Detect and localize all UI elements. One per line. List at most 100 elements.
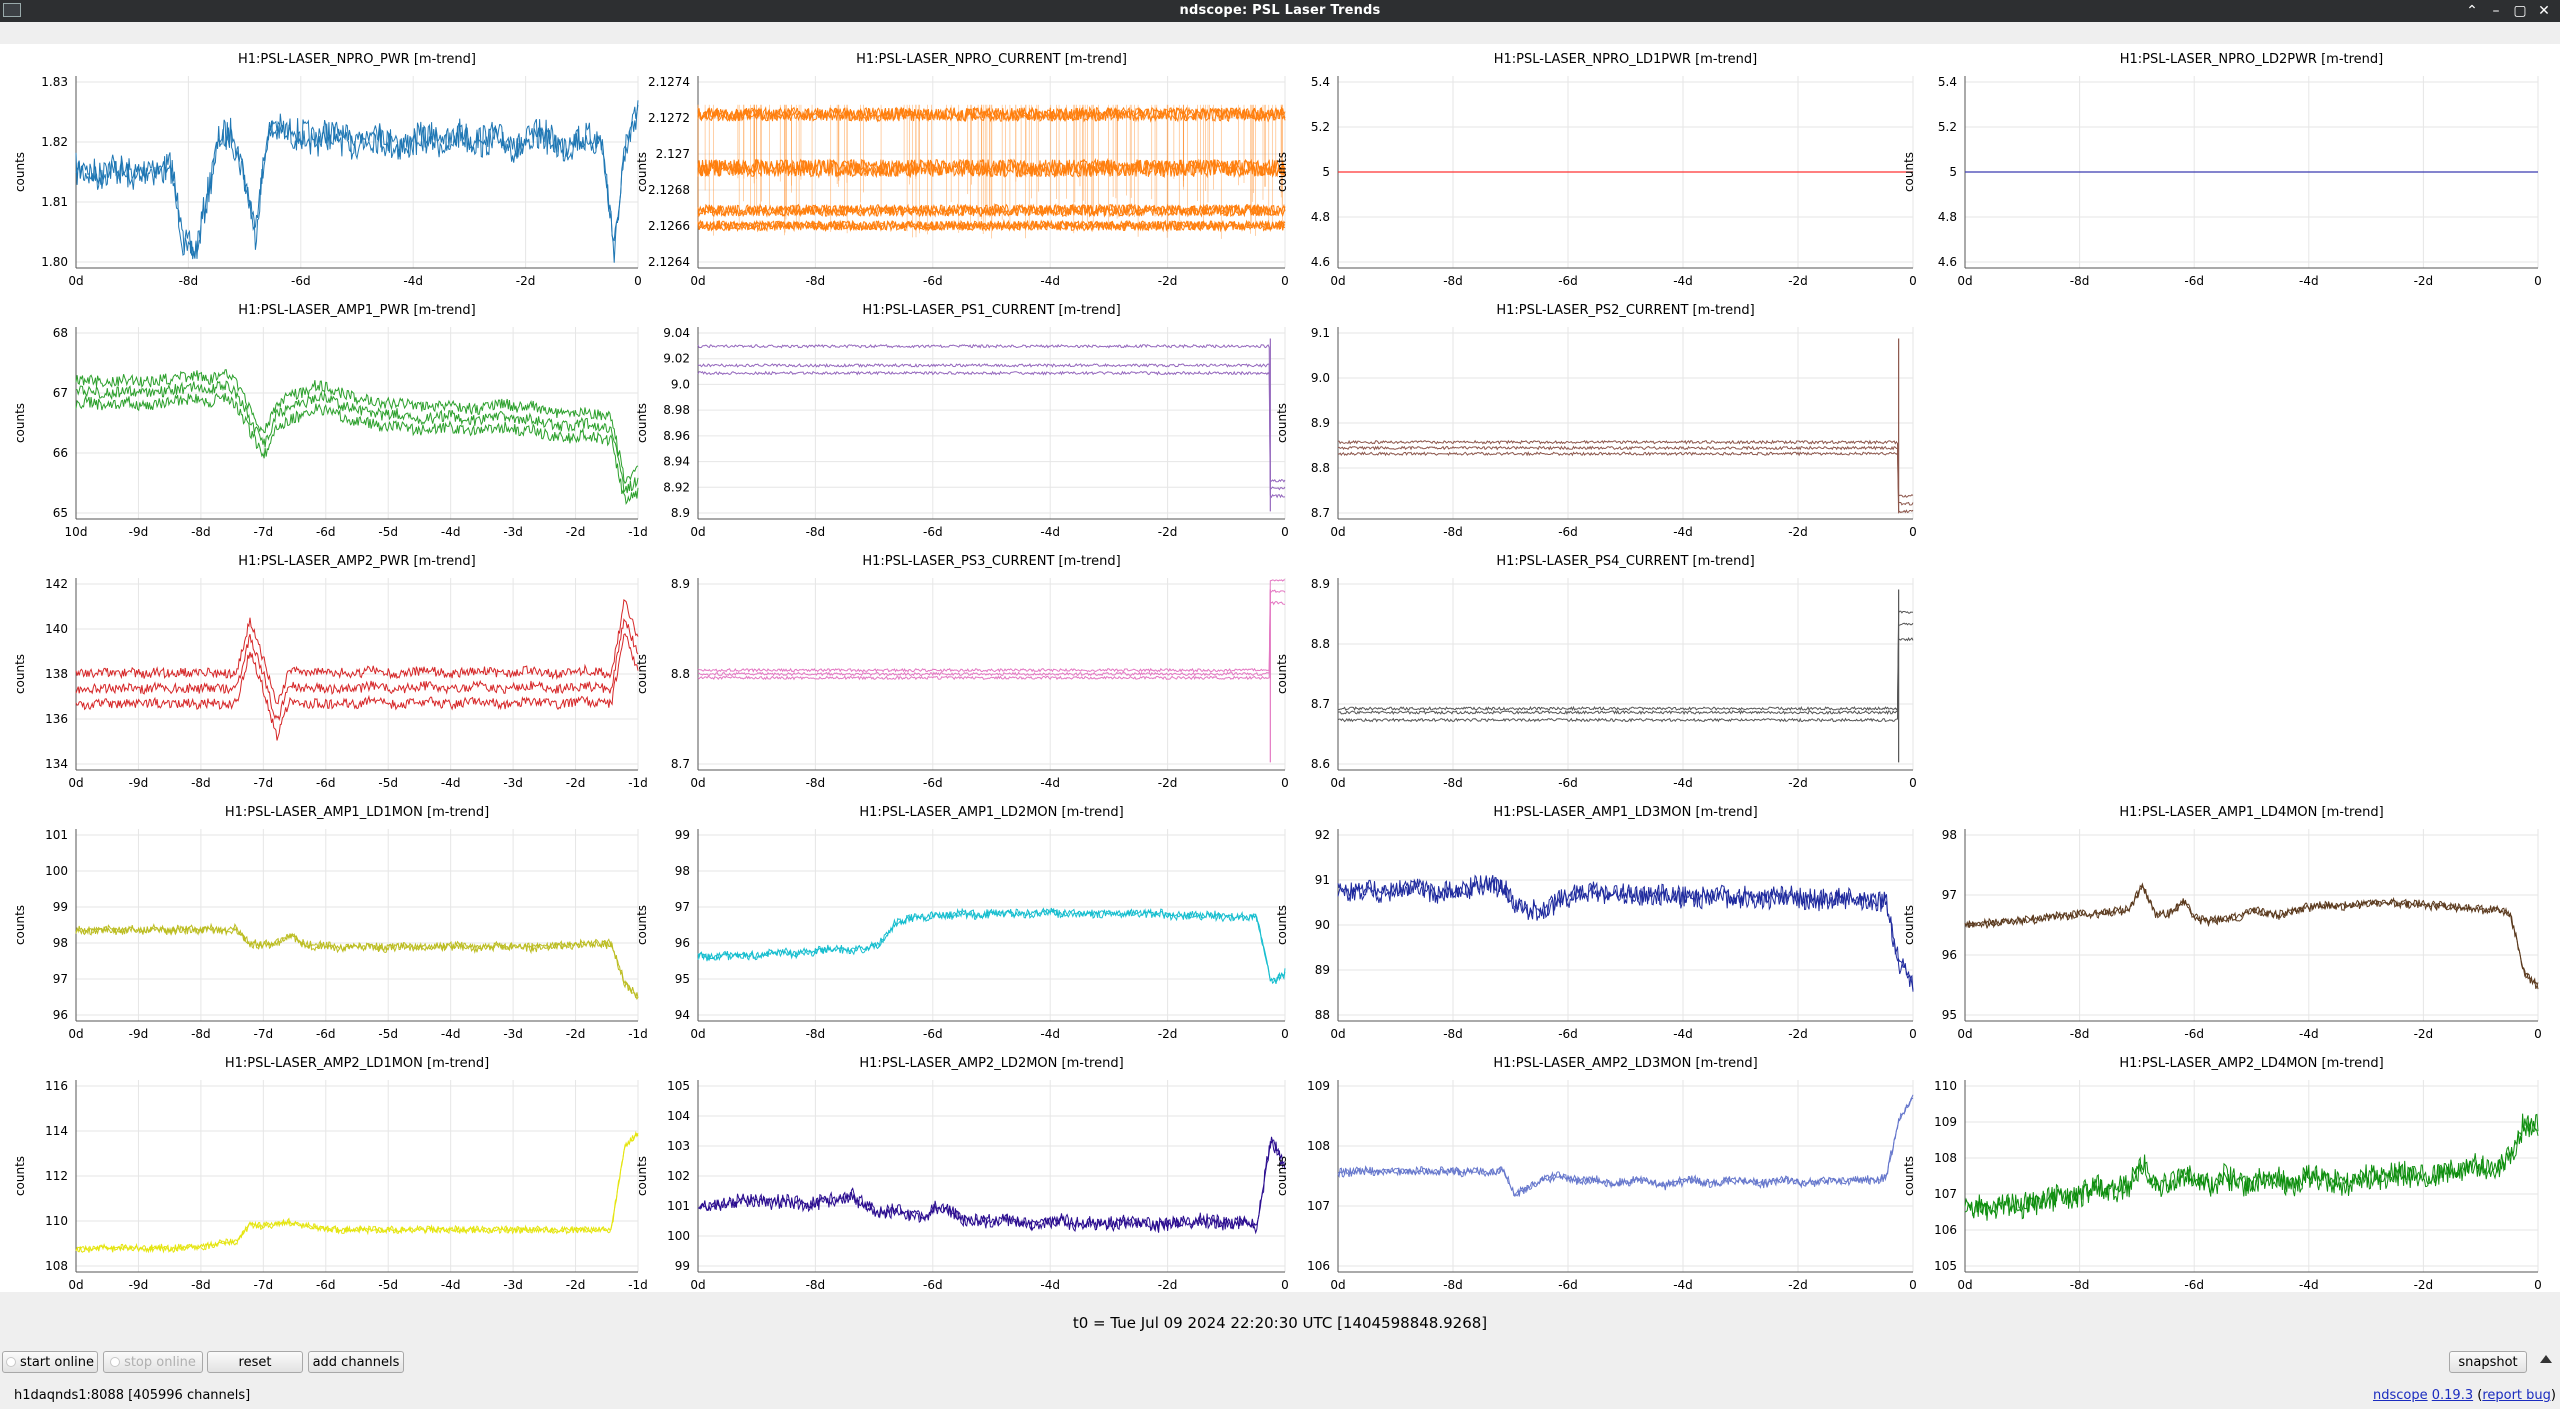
- x-tick-label: -9d: [129, 1027, 149, 1041]
- y-tick-label: 2.1274: [648, 75, 690, 89]
- plot-panel[interactable]: H1:PSL-LASER_AMP2_LD1MON [m-trend] 116 114…: [13, 1056, 648, 1292]
- x-tick-label: -4d: [1040, 1278, 1060, 1292]
- plot-panel[interactable]: H1:PSL-LASER_AMP2_LD4MON [m-trend] 110 109…: [1902, 1056, 2542, 1292]
- y-tick-label: 89: [1315, 963, 1330, 977]
- y-tick-label: 4.8: [1311, 210, 1330, 224]
- y-axis-label: counts: [635, 403, 649, 443]
- x-tick-label: -6d: [1558, 1278, 1578, 1292]
- snapshot-button[interactable]: snapshot: [2449, 1351, 2527, 1373]
- x-tick-label: -7d: [254, 525, 274, 539]
- plot-panel[interactable]: H1:PSL-LASER_PS1_CURRENT [m-trend] 9.04 9.…: [635, 303, 1289, 539]
- plot-panel[interactable]: H1:PSL-LASER_PS4_CURRENT [m-trend] 8.9 8.8…: [1275, 554, 1917, 790]
- plot-panel[interactable]: H1:PSL-LASER_NPRO_LD1PWR [m-trend] 5.4 5.2…: [1275, 52, 1917, 288]
- x-tick-label: -4d: [1673, 1278, 1693, 1292]
- plot-grid-lines: [75, 578, 639, 770]
- plot-title: H1:PSL-LASER_PS3_CURRENT [m-trend]: [862, 554, 1120, 569]
- y-tick-label: 100: [45, 864, 68, 878]
- y-tick-label: 106: [1934, 1223, 1957, 1237]
- x-tick-label: -9d: [129, 1278, 149, 1292]
- y-axis-label: counts: [13, 403, 27, 443]
- y-tick-label: 4.6: [1311, 255, 1330, 269]
- plot-panel[interactable]: H1:PSL-LASER_AMP2_PWR [m-trend] 142 140 138…: [13, 554, 648, 790]
- y-tick-label: 5.2: [1311, 120, 1330, 134]
- plot-panel[interactable]: H1:PSL-LASER_PS3_CURRENT [m-trend] 8.9 8.8…: [635, 554, 1289, 790]
- stop-online-button[interactable]: stop online: [103, 1351, 203, 1373]
- plot-panel[interactable]: H1:PSL-LASER_AMP1_LD2MON [m-trend] 99 98 97…: [635, 805, 1289, 1041]
- window-title: ndscope: PSL Laser Trends: [1179, 3, 1381, 18]
- x-tick-label: -9d: [129, 525, 149, 539]
- x-tick-label: -4d: [1040, 274, 1060, 288]
- y-tick-label: 2.127: [656, 147, 690, 161]
- y-tick-label: 98: [53, 936, 68, 950]
- x-tick-label: -8d: [191, 1278, 211, 1292]
- y-tick-label: 134: [45, 757, 68, 771]
- x-tick-label: 0: [2534, 1027, 2542, 1041]
- x-tick-label: -1d: [628, 1278, 648, 1292]
- plot-panel[interactable]: H1:PSL-LASER_NPRO_LD2PWR [m-trend] 5.4 5.2…: [1902, 52, 2542, 288]
- y-axis-label: counts: [13, 905, 27, 945]
- plot-title: H1:PSL-LASER_AMP2_LD3MON [m-trend]: [1493, 1056, 1757, 1071]
- x-tick-label: -1d: [628, 776, 648, 790]
- trace: [75, 100, 639, 263]
- plot-grid-lines: [75, 829, 639, 1021]
- y-tick-label: 91: [1315, 873, 1330, 887]
- x-tick-label: -6d: [2184, 274, 2204, 288]
- x-tick-label: -4d: [2299, 1027, 2319, 1041]
- x-tick-label: 0: [634, 274, 642, 288]
- plot-grid-lines: [1337, 1080, 1914, 1272]
- x-tick-label: -8d: [806, 525, 826, 539]
- x-tick-label: -7d: [254, 1027, 274, 1041]
- y-tick-label: 9.04: [663, 326, 690, 340]
- y-tick-label: 99: [675, 828, 690, 842]
- x-tick-label: -6d: [923, 1278, 943, 1292]
- x-tick-label: 0: [1281, 274, 1289, 288]
- ndscope-link[interactable]: ndscope: [2372, 1388, 2428, 1403]
- plot-panel[interactable]: H1:PSL-LASER_AMP2_LD2MON [m-trend] 105 104…: [635, 1056, 1289, 1292]
- close-window-icon[interactable]: ✕: [2538, 3, 2550, 19]
- add-channels-button[interactable]: add channels: [308, 1351, 404, 1373]
- y-tick-label: 8.98: [663, 403, 690, 417]
- plot-panel[interactable]: H1:PSL-LASER_AMP1_LD4MON [m-trend] 98 97 96…: [1902, 805, 2542, 1041]
- y-tick-label: 142: [45, 577, 68, 591]
- plot-grid-lines: [697, 1080, 1286, 1272]
- y-tick-label: 97: [1942, 888, 1957, 902]
- plot-panel[interactable]: H1:PSL-LASER_AMP1_PWR [m-trend] 68 67 66 65 1…: [13, 303, 648, 539]
- x-tick-label: -2d: [516, 274, 536, 288]
- reset-button[interactable]: reset: [207, 1351, 303, 1373]
- minimize-window-icon[interactable]: –: [2492, 3, 2500, 19]
- plot-panel[interactable]: H1:PSL-LASER_AMP2_LD3MON [m-trend] 109 108…: [1275, 1056, 1917, 1292]
- y-tick-label: 96: [53, 1008, 68, 1022]
- x-tick-label: -3d: [503, 525, 523, 539]
- trace: [75, 922, 639, 1001]
- trace: [697, 104, 1286, 239]
- window-controls: ⌃ – ▢ ✕: [2462, 1, 2554, 21]
- y-axis-label: counts: [1902, 905, 1916, 945]
- plot-grid[interactable]: H1:PSL-LASER_NPRO_PWR [m-trend] 1.83 1.82 1…: [0, 0, 2560, 1300]
- maximize-window-icon[interactable]: ▢: [2513, 3, 2527, 19]
- plot-panel[interactable]: H1:PSL-LASER_PS2_CURRENT [m-trend] 9.1 9.0…: [1275, 303, 1917, 539]
- plot-panel[interactable]: H1:PSL-LASER_NPRO_PWR [m-trend] 1.83 1.82 1…: [13, 52, 642, 288]
- plot-panel[interactable]: H1:PSL-LASER_NPRO_CURRENT [m-trend] 2.127…: [635, 52, 1289, 288]
- y-tick-label: 98: [1942, 828, 1957, 842]
- x-tick-label: -6d: [316, 1027, 336, 1041]
- shade-window-icon[interactable]: ⌃: [2466, 3, 2478, 19]
- y-tick-label: 107: [1934, 1187, 1957, 1201]
- plot-title: H1:PSL-LASER_AMP2_LD2MON [m-trend]: [859, 1056, 1123, 1071]
- plot-grid-lines: [697, 327, 1286, 519]
- y-tick-label: 8.7: [671, 757, 690, 771]
- report-bug-link[interactable]: report bug: [2482, 1388, 2551, 1403]
- collapse-arrow-icon[interactable]: [2540, 1355, 2552, 1363]
- plot-panel[interactable]: H1:PSL-LASER_AMP1_LD1MON [m-trend] 101 100…: [13, 805, 648, 1041]
- plot-title: H1:PSL-LASER_NPRO_LD1PWR [m-trend]: [1494, 52, 1758, 67]
- y-axis-label: counts: [635, 152, 649, 192]
- y-tick-label: 9.0: [671, 377, 690, 391]
- version-link[interactable]: 0.19.3: [2431, 1388, 2474, 1403]
- y-tick-label: 110: [45, 1214, 68, 1228]
- x-tick-label: -6d: [923, 525, 943, 539]
- start-online-button[interactable]: start online: [2, 1351, 98, 1373]
- plot-grid-lines: [1337, 578, 1914, 770]
- y-tick-label: 136: [45, 712, 68, 726]
- y-tick-label: 109: [1307, 1079, 1330, 1093]
- plot-panel[interactable]: H1:PSL-LASER_AMP1_LD3MON [m-trend] 92 91 90…: [1275, 805, 1917, 1041]
- x-tick-label: -8d: [806, 1278, 826, 1292]
